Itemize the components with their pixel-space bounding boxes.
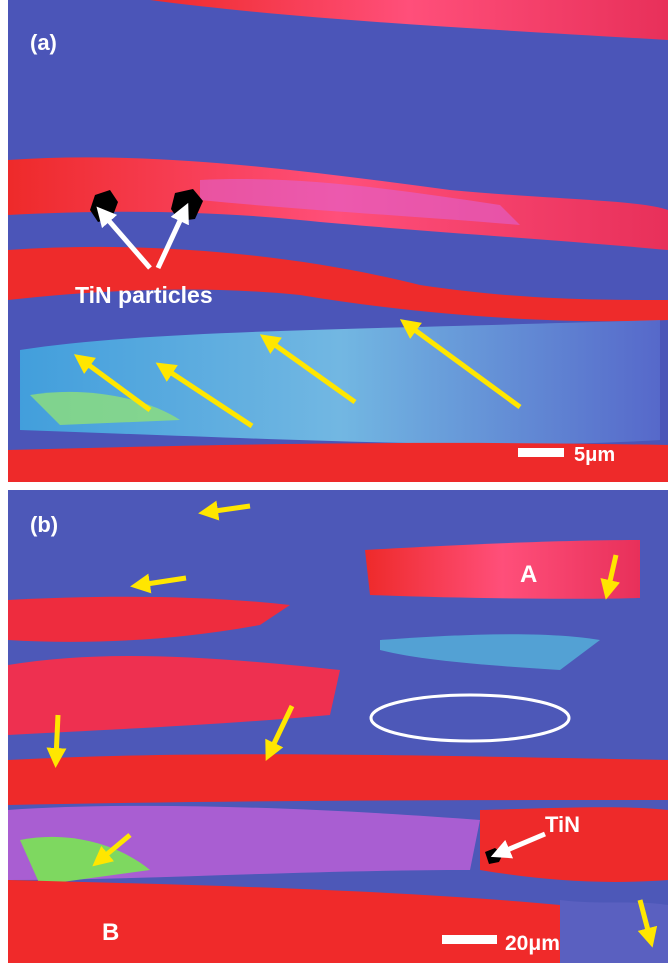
panel-a xyxy=(8,0,668,482)
panel-label: (a) xyxy=(30,30,57,55)
annotation: A xyxy=(520,561,537,588)
annotation: TiN xyxy=(545,812,580,837)
panel-label: (b) xyxy=(30,512,58,537)
scale-bar-label: 20μm xyxy=(505,932,560,955)
scale-bar-label: 5μm xyxy=(574,444,615,466)
panel-b xyxy=(8,490,668,963)
micrograph-figure: (a) TiN particles 5μm (b) A TiN B 20μm xyxy=(0,0,668,963)
annotation: TiN particles xyxy=(75,282,213,308)
annotation: B xyxy=(102,919,119,946)
